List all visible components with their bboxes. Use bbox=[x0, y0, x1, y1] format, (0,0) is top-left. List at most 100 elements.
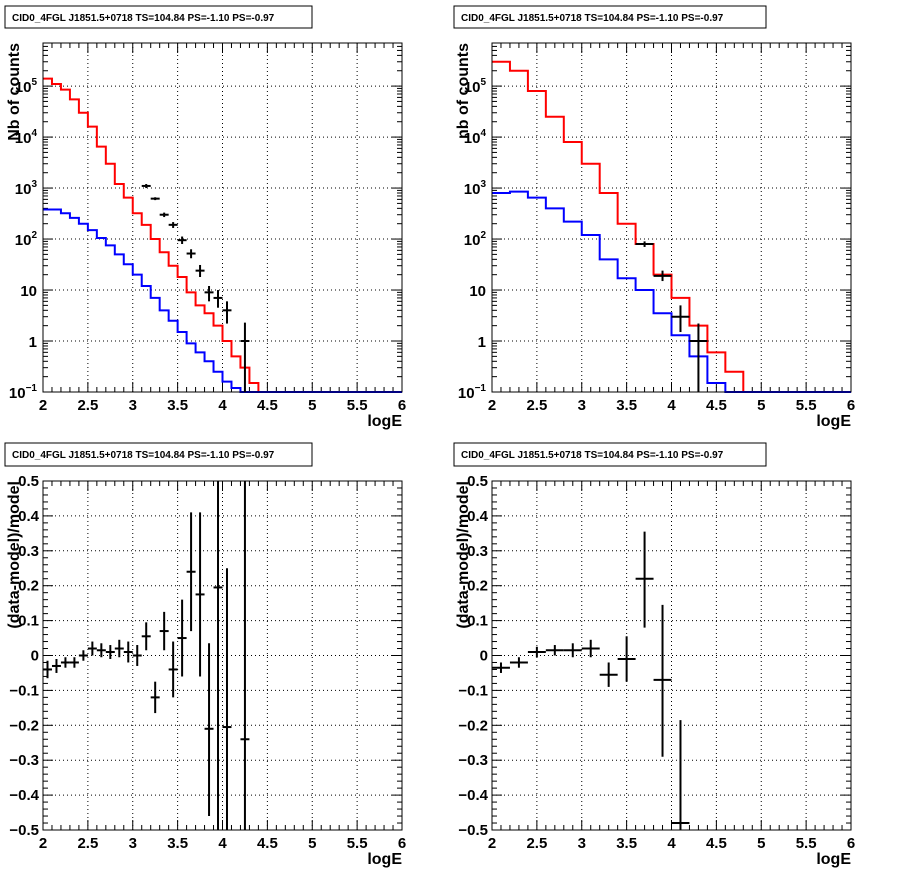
x-tick-label: 6 bbox=[847, 835, 855, 852]
data-point bbox=[87, 641, 97, 656]
data-point bbox=[177, 599, 187, 677]
x-tick-label: 2 bbox=[488, 835, 496, 852]
x-tick-label: 4.5 bbox=[706, 397, 727, 414]
x-tick-label: 2 bbox=[39, 835, 47, 852]
y-axis-label: (data-model)/model bbox=[455, 481, 472, 629]
y-tick-base: 10 bbox=[464, 181, 481, 198]
y-tick-base: 1 bbox=[478, 334, 486, 351]
data-point bbox=[635, 241, 654, 247]
y-tick-base: 10 bbox=[469, 283, 486, 300]
chart-title: CID0_4FGL J1851.5+0718 TS=104.84 PS=-1.1… bbox=[12, 13, 275, 24]
y-tick-exponent: 4 bbox=[480, 128, 486, 139]
y-tick-label: 0.5 bbox=[467, 473, 488, 490]
x-tick-label: 5.5 bbox=[347, 835, 368, 852]
chart-title: CID0_4FGL J1851.5+0718 TS=104.84 PS=-1.1… bbox=[461, 13, 724, 24]
data-point bbox=[492, 662, 510, 673]
data-point bbox=[150, 197, 160, 201]
y-tick-exponent: −1 bbox=[26, 383, 38, 394]
data-point bbox=[213, 481, 223, 830]
y-tick-label: 0.2 bbox=[467, 578, 488, 595]
y-tick-label: 0.2 bbox=[18, 578, 39, 595]
y-tick-base: 10 bbox=[464, 232, 481, 249]
histogram-model_component bbox=[43, 208, 402, 393]
y-tick-label: −0.2 bbox=[9, 717, 39, 734]
y-tick-label: 0.1 bbox=[467, 613, 488, 630]
data-point bbox=[222, 568, 232, 830]
gridlines bbox=[43, 481, 402, 830]
y-tick-base: 10 bbox=[464, 130, 481, 147]
x-tick-label: 4.5 bbox=[257, 397, 278, 414]
x-tick-label: 3.5 bbox=[616, 397, 637, 414]
y-axis-label: Nb of counts bbox=[6, 43, 23, 141]
y-tick-label: 0 bbox=[31, 648, 39, 665]
y-tick-label: 10−1 bbox=[9, 383, 38, 402]
y-axis-label: (data-model)/model bbox=[6, 481, 23, 629]
y-tick-label: 0.3 bbox=[467, 543, 488, 560]
data-point bbox=[213, 290, 223, 308]
y-tick-label: 0.3 bbox=[18, 543, 39, 560]
x-tick-label: 2.5 bbox=[526, 397, 547, 414]
x-tick-label: 4.5 bbox=[257, 835, 278, 852]
y-tick-label: −0.5 bbox=[458, 822, 488, 839]
data-point bbox=[581, 639, 600, 658]
data-point bbox=[159, 611, 169, 651]
y-tick-label: 103 bbox=[15, 179, 38, 198]
y-tick-label: 0.4 bbox=[18, 508, 40, 525]
data-point bbox=[43, 660, 52, 679]
title-box bbox=[4, 442, 313, 467]
data-point bbox=[168, 641, 178, 698]
data-point bbox=[527, 646, 546, 658]
data-point bbox=[195, 264, 205, 278]
data-point bbox=[240, 322, 250, 392]
y-tick-label: 0.1 bbox=[18, 613, 39, 630]
y-tick-exponent: 3 bbox=[31, 179, 37, 190]
x-tick-label: 5.5 bbox=[796, 835, 817, 852]
x-tick-label: 3 bbox=[578, 835, 586, 852]
data-point bbox=[653, 270, 672, 282]
y-tick-base: 10 bbox=[458, 385, 475, 402]
plot-frame bbox=[42, 42, 403, 393]
data-point bbox=[60, 657, 70, 668]
y-tick-exponent: 4 bbox=[31, 128, 37, 139]
data-point bbox=[141, 184, 151, 189]
x-axis-label: logE bbox=[367, 851, 402, 868]
data-point bbox=[204, 285, 214, 302]
data-points bbox=[43, 481, 250, 830]
x-tick-label: 4 bbox=[218, 835, 227, 852]
y-tick-label: −0.4 bbox=[458, 787, 488, 804]
data-point bbox=[78, 650, 88, 661]
data-point bbox=[689, 323, 708, 392]
data-point bbox=[150, 681, 160, 714]
axis-ticks bbox=[491, 42, 852, 393]
data-point bbox=[195, 512, 205, 677]
data-point bbox=[635, 531, 654, 628]
panel-top-left: 2 2.5 3 3.5 4 4.5 5 5.5 610−1110102103104105logE… bbox=[4, 5, 406, 430]
y-tick-label: 105 bbox=[15, 77, 38, 96]
chart-title: CID0_4FGL J1851.5+0718 TS=104.84 PS=-1.1… bbox=[461, 450, 724, 461]
title-box bbox=[453, 442, 767, 467]
y-tick-label: 105 bbox=[464, 77, 487, 96]
x-tick-label: 3 bbox=[578, 397, 586, 414]
x-tick-label: 2.5 bbox=[526, 835, 547, 852]
y-tick-label: 103 bbox=[464, 179, 487, 198]
x-tick-label: 6 bbox=[398, 397, 406, 414]
data-point bbox=[123, 641, 133, 663]
data-point bbox=[69, 657, 79, 668]
x-axis-label: logE bbox=[816, 413, 851, 430]
y-tick-exponent: 5 bbox=[31, 77, 37, 88]
y-tick-base: 10 bbox=[464, 79, 481, 96]
panel-bottom-left: 2 2.5 3 3.5 4 4.5 5 5.5 6 −0.5 −0.4 −0.3 −0.2 −0.1 0 0.… bbox=[4, 442, 406, 868]
data-point bbox=[222, 301, 232, 324]
x-tick-label: 2.5 bbox=[77, 835, 98, 852]
plot-frame bbox=[491, 480, 852, 831]
data-point bbox=[509, 657, 528, 668]
data-point bbox=[563, 643, 582, 658]
plot-frame bbox=[491, 42, 852, 393]
data-points bbox=[492, 531, 690, 830]
y-tick-base: 10 bbox=[20, 283, 37, 300]
x-tick-label: 5 bbox=[757, 835, 765, 852]
data-point bbox=[159, 212, 169, 218]
x-tick-label: 5.5 bbox=[347, 397, 368, 414]
y-tick-base: 10 bbox=[15, 130, 32, 147]
data-points bbox=[141, 184, 250, 392]
